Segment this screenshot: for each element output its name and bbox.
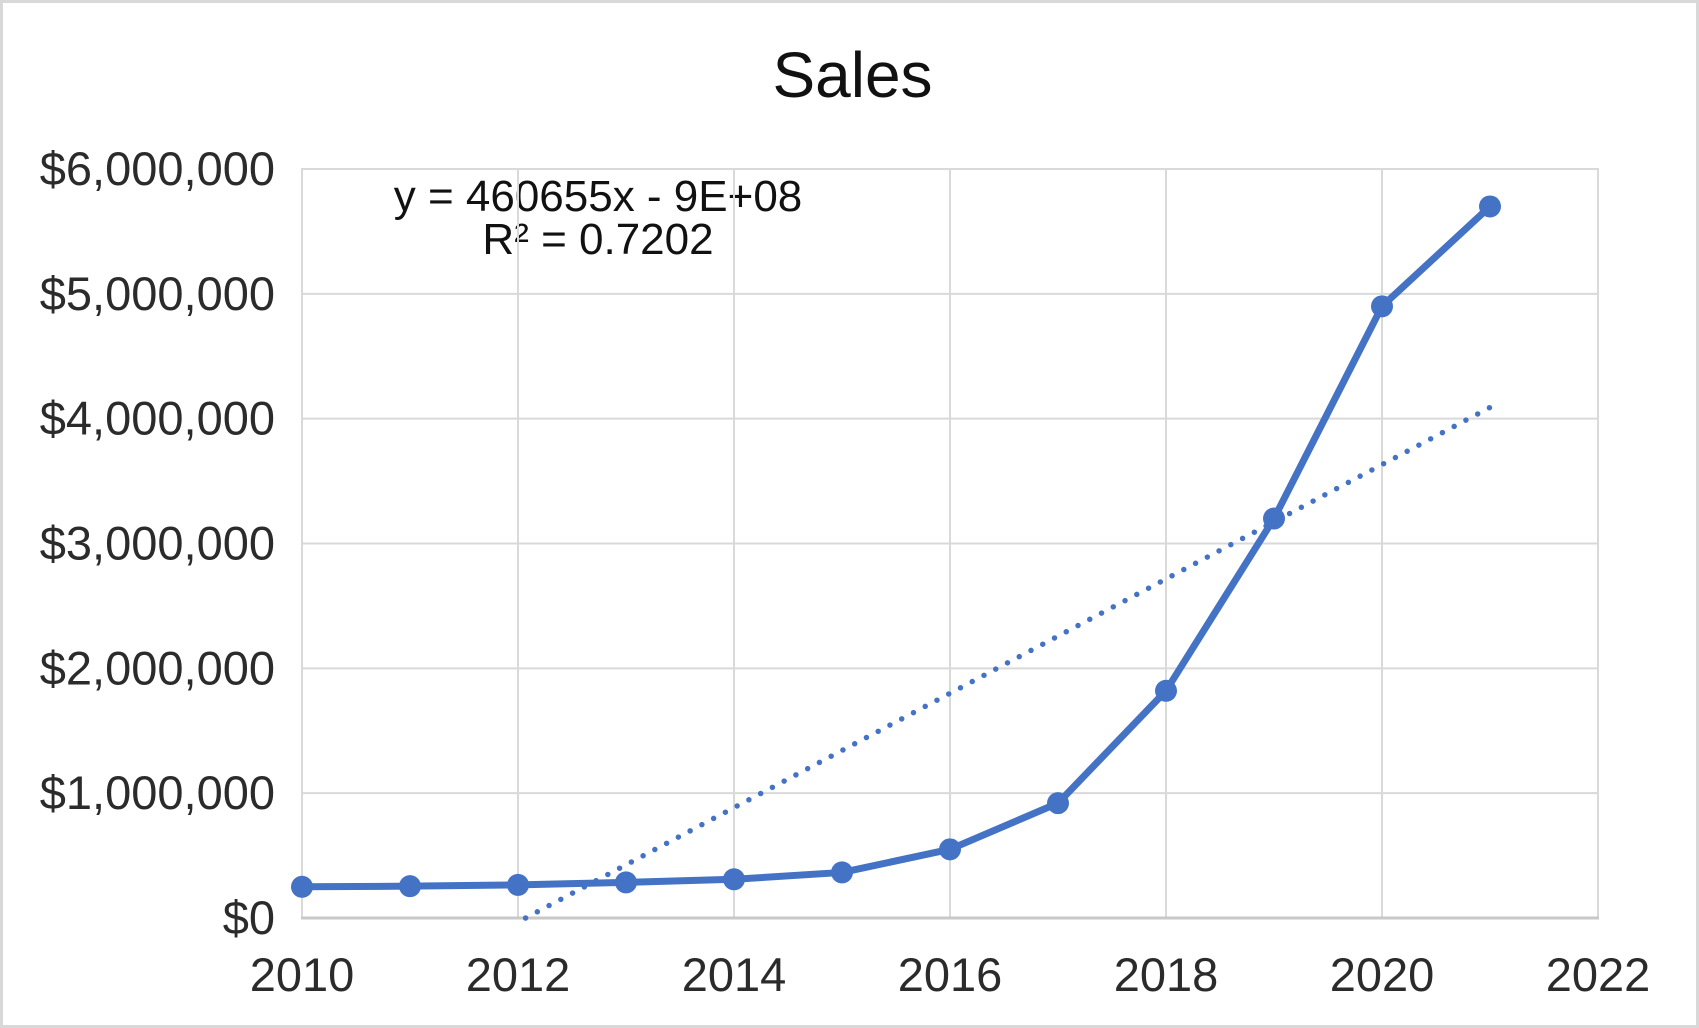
data-point-marker (507, 873, 529, 896)
y-axis-tick-label: $5,000,000 (40, 267, 275, 320)
data-point-marker (1047, 792, 1069, 815)
data-point-marker (615, 871, 637, 894)
data-point-marker (723, 868, 745, 891)
trendline-r2-text: R² = 0.7202 (482, 215, 714, 264)
y-axis-tick-label: $6,000,000 (40, 142, 275, 195)
y-axis-tick-label: $2,000,000 (40, 641, 275, 694)
x-axis-tick-label: 2016 (898, 948, 1003, 1001)
data-point-marker (1371, 295, 1393, 318)
data-point-marker (831, 861, 853, 884)
x-axis-tick-label: 2022 (1546, 948, 1651, 1001)
chart-title: Sales (772, 39, 933, 111)
y-axis-tick-label: $4,000,000 (40, 392, 275, 445)
y-axis-tick-label: $1,000,000 (40, 766, 275, 819)
data-point-marker (1155, 679, 1177, 702)
x-axis-tick-label: 2012 (466, 948, 571, 1001)
y-axis-tick-label: $0 (223, 891, 275, 944)
data-point-marker (939, 838, 961, 861)
y-axis-tick-label: $3,000,000 (40, 517, 275, 570)
x-axis-tick-label: 2010 (250, 948, 355, 1001)
data-point-marker (1263, 507, 1285, 530)
series-line-sales (298, 202, 1494, 891)
trendline-dotted (522, 404, 1493, 921)
data-point-marker (291, 875, 313, 898)
data-point-marker (399, 875, 421, 898)
x-axis-tick-label: 2014 (682, 948, 787, 1001)
x-axis-tick-label: 2018 (1114, 948, 1219, 1001)
data-point-marker (1479, 195, 1501, 218)
x-axis-tick-label: 2020 (1330, 948, 1435, 1001)
plot-area: $0 $1,000,000 $2,000,000 $3,000,000 $4,000,0… (40, 142, 1651, 1001)
